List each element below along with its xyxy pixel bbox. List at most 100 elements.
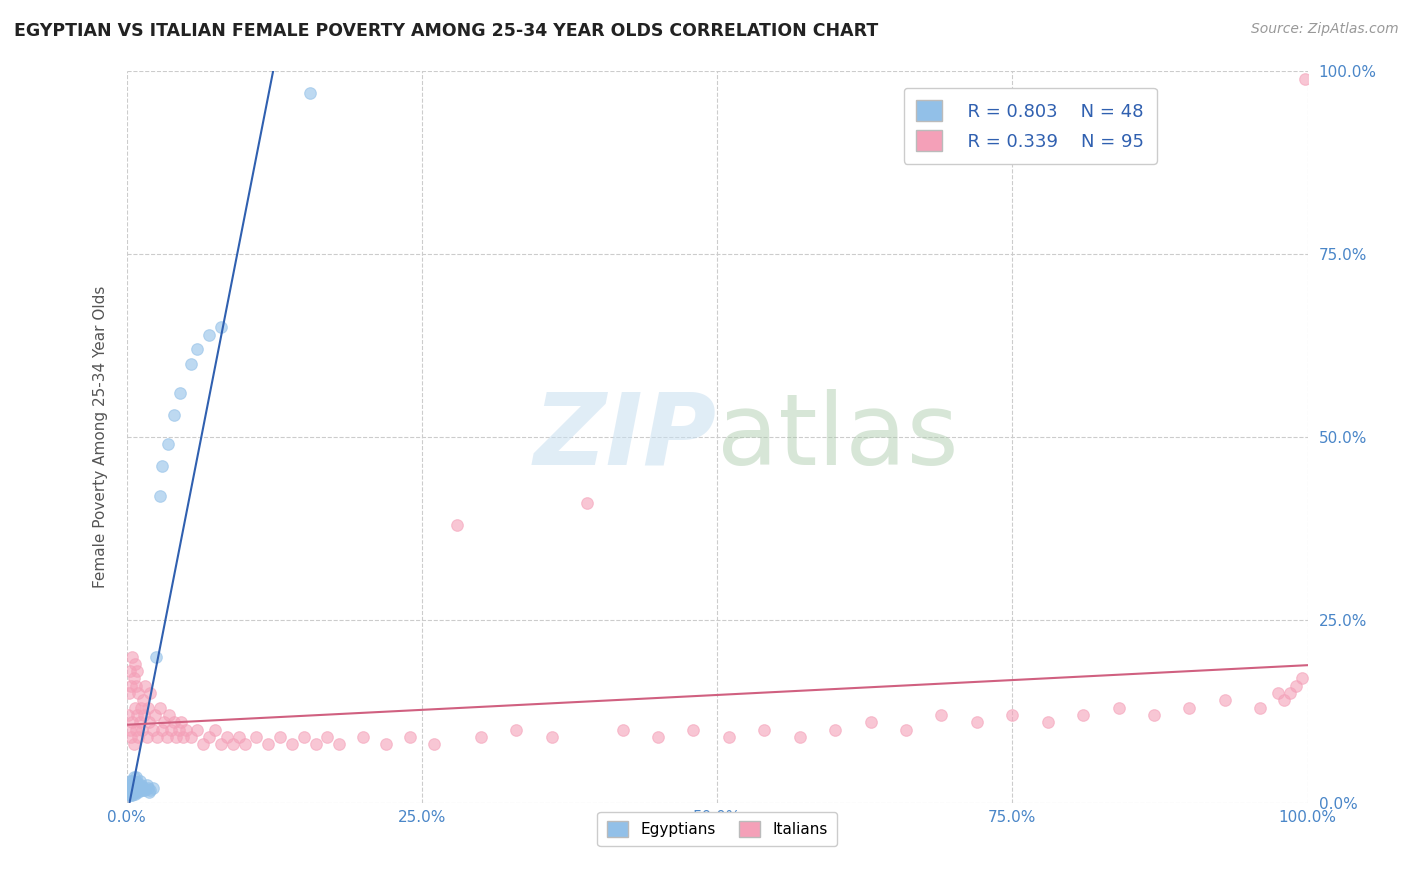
Point — [146, 730, 169, 744]
Text: EGYPTIAN VS ITALIAN FEMALE POVERTY AMONG 25-34 YEAR OLDS CORRELATION CHART: EGYPTIAN VS ITALIAN FEMALE POVERTY AMONG… — [14, 22, 879, 40]
Point — [125, 778, 148, 792]
Point — [422, 737, 444, 751]
Point — [121, 773, 143, 788]
Point — [134, 679, 156, 693]
Point — [966, 715, 988, 730]
Point — [127, 778, 149, 792]
Point — [120, 723, 142, 737]
Point — [124, 781, 146, 796]
Point — [124, 700, 146, 714]
Point — [1001, 708, 1024, 723]
Point — [160, 723, 183, 737]
Point — [129, 778, 152, 792]
Point — [117, 781, 139, 796]
Point — [135, 778, 157, 792]
Point — [198, 730, 221, 744]
Point — [118, 789, 141, 803]
Point — [931, 708, 953, 723]
Point — [505, 723, 527, 737]
Point — [122, 785, 145, 799]
Point — [122, 780, 145, 794]
Point — [127, 775, 149, 789]
Point — [122, 770, 145, 784]
Point — [120, 773, 142, 788]
Point — [1071, 708, 1094, 723]
Point — [118, 686, 141, 700]
Point — [120, 785, 142, 799]
Point — [682, 723, 704, 737]
Point — [131, 780, 153, 794]
Point — [125, 785, 148, 799]
Text: atlas: atlas — [717, 389, 959, 485]
Point — [215, 730, 238, 744]
Point — [576, 496, 599, 510]
Point — [167, 723, 190, 737]
Point — [132, 782, 155, 797]
Point — [1267, 686, 1289, 700]
Point — [352, 730, 374, 744]
Point — [170, 715, 193, 730]
Point — [127, 708, 149, 723]
Point — [157, 708, 180, 723]
Point — [138, 785, 160, 799]
Point — [121, 781, 143, 796]
Point — [198, 327, 221, 342]
Point — [298, 87, 321, 101]
Point — [121, 649, 143, 664]
Point — [1108, 700, 1130, 714]
Point — [149, 700, 172, 714]
Point — [120, 664, 142, 678]
Point — [1213, 693, 1236, 707]
Point — [1278, 686, 1301, 700]
Point — [245, 730, 267, 744]
Point — [128, 773, 150, 788]
Point — [128, 715, 150, 730]
Point — [304, 737, 326, 751]
Point — [125, 723, 148, 737]
Point — [281, 737, 304, 751]
Point — [125, 679, 148, 693]
Point — [132, 693, 155, 707]
Point — [156, 730, 179, 744]
Point — [150, 723, 173, 737]
Point — [540, 730, 562, 744]
Point — [122, 672, 145, 686]
Point — [124, 657, 146, 671]
Point — [120, 778, 142, 792]
Point — [150, 459, 173, 474]
Point — [399, 730, 422, 744]
Point — [470, 730, 492, 744]
Point — [233, 737, 256, 751]
Point — [134, 781, 156, 796]
Point — [136, 700, 159, 714]
Point — [612, 723, 634, 737]
Point — [153, 715, 176, 730]
Point — [209, 737, 232, 751]
Point — [136, 781, 159, 796]
Point — [328, 737, 350, 751]
Point — [375, 737, 398, 751]
Point — [120, 789, 142, 803]
Point — [134, 782, 156, 797]
Point — [120, 782, 142, 797]
Point — [165, 730, 187, 744]
Point — [204, 723, 226, 737]
Y-axis label: Female Poverty Among 25-34 Year Olds: Female Poverty Among 25-34 Year Olds — [93, 286, 108, 588]
Point — [186, 723, 208, 737]
Point — [186, 343, 208, 357]
Point — [129, 700, 152, 714]
Point — [1143, 708, 1166, 723]
Point — [129, 782, 152, 797]
Point — [174, 723, 197, 737]
Point — [228, 730, 250, 744]
Point — [124, 787, 146, 801]
Point — [127, 785, 149, 799]
Point — [1249, 700, 1271, 714]
Legend: Egyptians, Italians: Egyptians, Italians — [598, 812, 837, 847]
Point — [124, 775, 146, 789]
Point — [316, 730, 339, 744]
Point — [139, 782, 162, 797]
Point — [120, 679, 142, 693]
Point — [222, 737, 245, 751]
Point — [292, 730, 315, 744]
